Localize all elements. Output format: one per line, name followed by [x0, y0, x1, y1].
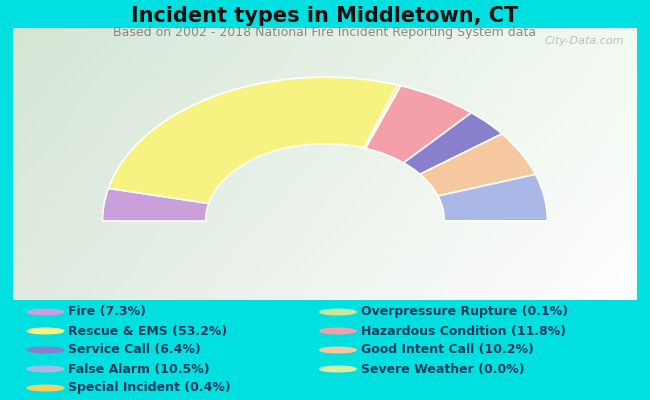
- Text: Severe Weather (0.0%): Severe Weather (0.0%): [361, 362, 525, 376]
- Text: False Alarm (10.5%): False Alarm (10.5%): [68, 362, 210, 376]
- Text: Fire (7.3%): Fire (7.3%): [68, 306, 146, 318]
- Circle shape: [27, 366, 64, 372]
- Text: Incident types in Middletown, CT: Incident types in Middletown, CT: [131, 6, 519, 26]
- Wedge shape: [438, 174, 547, 221]
- Wedge shape: [109, 77, 397, 204]
- Text: Rescue & EMS (53.2%): Rescue & EMS (53.2%): [68, 324, 228, 338]
- Circle shape: [320, 309, 356, 315]
- Wedge shape: [365, 86, 401, 148]
- Text: Overpressure Rupture (0.1%): Overpressure Rupture (0.1%): [361, 306, 568, 318]
- Text: Hazardous Condition (11.8%): Hazardous Condition (11.8%): [361, 324, 566, 338]
- Circle shape: [27, 328, 64, 334]
- Circle shape: [27, 347, 64, 353]
- Circle shape: [320, 328, 356, 334]
- Text: Service Call (6.4%): Service Call (6.4%): [68, 344, 201, 356]
- Text: City-Data.com: City-Data.com: [545, 36, 625, 46]
- Text: Good Intent Call (10.2%): Good Intent Call (10.2%): [361, 344, 534, 356]
- Circle shape: [320, 366, 356, 372]
- Wedge shape: [420, 134, 536, 196]
- Text: Special Incident (0.4%): Special Incident (0.4%): [68, 382, 231, 394]
- Circle shape: [27, 385, 64, 391]
- Text: Based on 2002 - 2018 National Fire Incident Reporting System data: Based on 2002 - 2018 National Fire Incid…: [114, 26, 536, 39]
- Circle shape: [27, 309, 64, 315]
- Wedge shape: [404, 113, 502, 174]
- Wedge shape: [366, 86, 471, 163]
- Circle shape: [320, 347, 356, 353]
- Wedge shape: [364, 85, 400, 148]
- Wedge shape: [103, 188, 209, 221]
